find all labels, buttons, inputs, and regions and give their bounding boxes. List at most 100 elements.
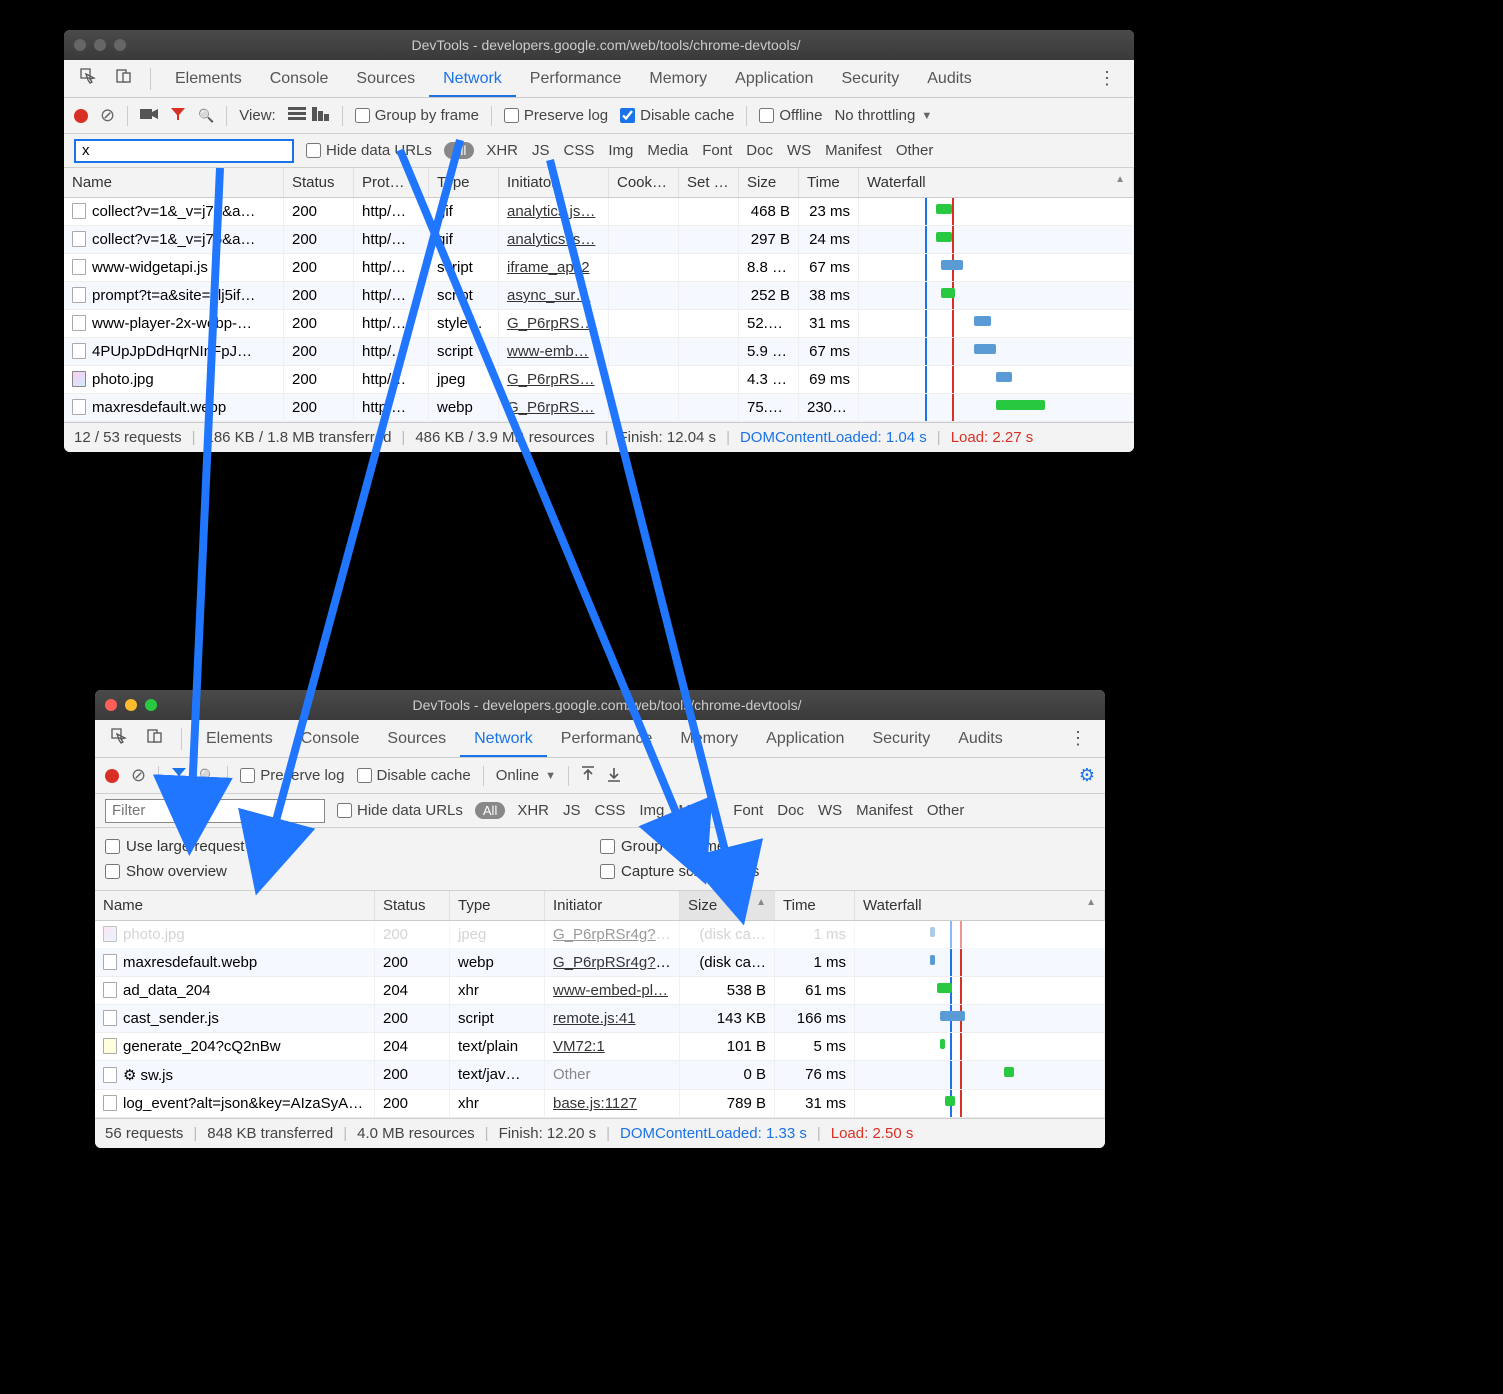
- column-header[interactable]: Size: [739, 168, 799, 197]
- column-header[interactable]: Initiator: [499, 168, 609, 197]
- type-filter-css[interactable]: CSS: [595, 802, 626, 819]
- type-filter-js[interactable]: JS: [532, 142, 550, 159]
- type-filter-media[interactable]: Media: [647, 142, 688, 159]
- table-row[interactable]: ⚙sw.js200text/jav…Other0 B76 ms: [95, 1061, 1105, 1090]
- clear-icon[interactable]: [100, 105, 115, 126]
- type-filter-xhr[interactable]: XHR: [486, 142, 518, 159]
- table-row[interactable]: ad_data_204204xhrwww-embed-pl…538 B61 ms: [95, 977, 1105, 1005]
- table-row[interactable]: www-player-2x-webp-…200http/…style…G_P6r…: [64, 310, 1134, 338]
- column-header[interactable]: Set …: [679, 168, 739, 197]
- hide-data-urls-checkbox[interactable]: Hide data URLs: [306, 142, 432, 159]
- table-row[interactable]: collect?v=1&_v=j75&a…200http/…gifanalyti…: [64, 226, 1134, 254]
- offline-checkbox[interactable]: Offline: [759, 107, 822, 124]
- tab-console[interactable]: Console: [256, 62, 343, 95]
- column-header[interactable]: Status: [284, 168, 354, 197]
- type-filter-font[interactable]: Font: [733, 802, 763, 819]
- settings-gear-icon[interactable]: ⚙: [1079, 765, 1095, 786]
- type-filter-media[interactable]: Media: [678, 802, 719, 819]
- type-all[interactable]: All: [475, 802, 505, 819]
- table-row[interactable]: generate_204?cQ2nBw204text/plainVM72:110…: [95, 1033, 1105, 1061]
- tab-elements[interactable]: Elements: [192, 722, 287, 755]
- column-header[interactable]: Type: [450, 891, 545, 920]
- tab-application[interactable]: Application: [752, 722, 858, 755]
- table-row[interactable]: maxresdefault.webp200http/…webpG_P6rpRS……: [64, 394, 1134, 422]
- type-filter-manifest[interactable]: Manifest: [825, 142, 882, 159]
- table-row[interactable]: prompt?t=a&site=ylj5if…200http/…scriptas…: [64, 282, 1134, 310]
- tab-network[interactable]: Network: [429, 62, 516, 97]
- clear-icon[interactable]: [131, 765, 146, 786]
- column-header[interactable]: Cook…: [609, 168, 679, 197]
- column-header[interactable]: Waterfall▲: [859, 168, 1134, 197]
- group-by-frame-checkbox[interactable]: Group by frame: [600, 834, 1095, 859]
- preserve-log-checkbox[interactable]: Preserve log: [504, 107, 608, 124]
- table-row[interactable]: log_event?alt=json&key=AIzaSyA…200xhrbas…: [95, 1090, 1105, 1118]
- filter-input[interactable]: [74, 139, 294, 163]
- table-row[interactable]: maxresdefault.webp200webpG_P6rpRSr4g?a…(…: [95, 949, 1105, 977]
- table-row[interactable]: cast_sender.js200scriptremote.js:41143 K…: [95, 1005, 1105, 1033]
- type-filter-ws[interactable]: WS: [787, 142, 811, 159]
- table-row[interactable]: photo.jpg200jpegG_P6rpRSr4g?a…(disk ca…1…: [95, 921, 1105, 949]
- kebab-menu-icon[interactable]: ⋮: [1088, 64, 1126, 93]
- record-icon[interactable]: [74, 109, 88, 123]
- preserve-log-checkbox[interactable]: Preserve log: [240, 767, 344, 784]
- tab-application[interactable]: Application: [721, 62, 827, 95]
- disable-cache-checkbox[interactable]: Disable cache: [620, 107, 734, 124]
- device-toggle-icon[interactable]: [139, 722, 171, 755]
- tab-network[interactable]: Network: [460, 722, 547, 757]
- large-rows-checkbox[interactable]: Use large request rows: [105, 834, 600, 859]
- type-filter-font[interactable]: Font: [702, 142, 732, 159]
- type-filter-other[interactable]: Other: [896, 142, 934, 159]
- type-filter-img[interactable]: Img: [639, 802, 664, 819]
- column-header[interactable]: Name: [64, 168, 284, 197]
- tab-performance[interactable]: Performance: [516, 62, 636, 95]
- record-icon[interactable]: [105, 769, 119, 783]
- tab-security[interactable]: Security: [827, 62, 913, 95]
- type-filter-doc[interactable]: Doc: [746, 142, 773, 159]
- type-filter-ws[interactable]: WS: [818, 802, 842, 819]
- tab-elements[interactable]: Elements: [161, 62, 256, 95]
- column-header[interactable]: Name: [95, 891, 375, 920]
- column-header[interactable]: Waterfall▲: [855, 891, 1105, 920]
- camera-icon[interactable]: [140, 107, 158, 125]
- type-all[interactable]: All: [444, 142, 474, 159]
- search-icon[interactable]: [198, 107, 214, 124]
- show-overview-checkbox[interactable]: Show overview: [105, 859, 600, 884]
- table-row[interactable]: photo.jpg200http/…jpegG_P6rpRS…4.3 KB69 …: [64, 366, 1134, 394]
- column-header[interactable]: Type: [429, 168, 499, 197]
- type-filter-xhr[interactable]: XHR: [517, 802, 549, 819]
- type-filter-doc[interactable]: Doc: [777, 802, 804, 819]
- filter-input[interactable]: [105, 799, 325, 823]
- device-toggle-icon[interactable]: [108, 62, 140, 95]
- column-header[interactable]: Size▲: [680, 891, 775, 920]
- throttling-select[interactable]: No throttling▼: [834, 107, 932, 124]
- close-icon[interactable]: [74, 39, 86, 51]
- kebab-menu-icon[interactable]: ⋮: [1059, 724, 1097, 753]
- type-filter-img[interactable]: Img: [608, 142, 633, 159]
- filter-icon[interactable]: [170, 106, 186, 126]
- search-icon[interactable]: [199, 767, 215, 784]
- inspect-icon[interactable]: [103, 722, 135, 755]
- filter-icon[interactable]: [171, 766, 187, 786]
- tab-sources[interactable]: Sources: [342, 62, 429, 95]
- type-filter-css[interactable]: CSS: [564, 142, 595, 159]
- export-har-icon[interactable]: [607, 766, 621, 786]
- tab-performance[interactable]: Performance: [547, 722, 667, 755]
- group-by-frame-checkbox[interactable]: Group by frame: [355, 107, 479, 124]
- column-header[interactable]: Prot…: [354, 168, 429, 197]
- tab-memory[interactable]: Memory: [635, 62, 721, 95]
- tab-sources[interactable]: Sources: [373, 722, 460, 755]
- hide-data-urls-checkbox[interactable]: Hide data URLs: [337, 802, 463, 819]
- tab-memory[interactable]: Memory: [666, 722, 752, 755]
- capture-screenshots-checkbox[interactable]: Capture screenshots: [600, 859, 1095, 884]
- table-row[interactable]: 4PUpJpDdHqrNInFpJ…200http/…scriptwww-emb…: [64, 338, 1134, 366]
- disable-cache-checkbox[interactable]: Disable cache: [357, 767, 471, 784]
- column-header[interactable]: Time: [799, 168, 859, 197]
- import-har-icon[interactable]: [581, 766, 595, 786]
- tab-security[interactable]: Security: [858, 722, 944, 755]
- table-row[interactable]: www-widgetapi.js200http/…scriptiframe_ap…: [64, 254, 1134, 282]
- table-row[interactable]: collect?v=1&_v=j75&a…200http/…gifanalyti…: [64, 198, 1134, 226]
- column-header[interactable]: Initiator: [545, 891, 680, 920]
- large-rows-icon[interactable]: [288, 107, 306, 125]
- column-header[interactable]: Status: [375, 891, 450, 920]
- tab-audits[interactable]: Audits: [944, 722, 1016, 755]
